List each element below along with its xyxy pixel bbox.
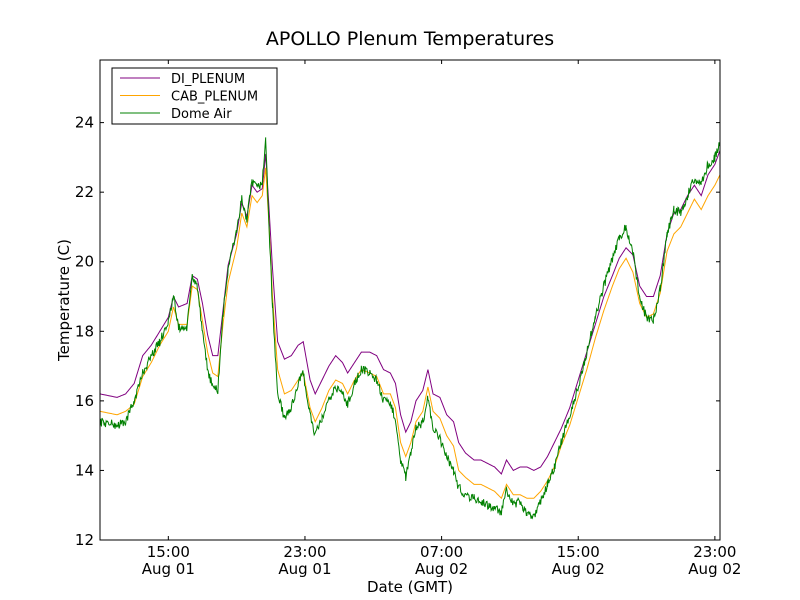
x-axis-label: Date (GMT) <box>367 578 453 596</box>
series-line-di-plenum <box>99 150 721 475</box>
y-tick-label: 24 <box>75 114 94 132</box>
y-ticks: 12 14 16 18 20 22 24 <box>75 114 720 549</box>
x-tick-label-time: 15:00 <box>147 543 190 561</box>
legend-label-cab-plenum: CAB_PLENUM <box>171 90 258 105</box>
x-tick-label-date: Aug 01 <box>278 560 331 578</box>
x-tick-label-time: 23:00 <box>693 543 736 561</box>
y-tick-label: 18 <box>75 322 94 340</box>
x-tick-label-date: Aug 02 <box>552 560 605 578</box>
legend-label-di-plenum: DI_PLENUM <box>171 72 245 87</box>
x-tick-label-time: 23:00 <box>283 543 326 561</box>
y-axis-label: Temperature (C) <box>55 239 73 362</box>
legend: DI_PLENUM CAB_PLENUM Dome Air <box>111 67 278 125</box>
legend-label-dome-air: Dome Air <box>171 107 232 122</box>
series-line-dome-air <box>99 137 721 520</box>
x-tick-label-date: Aug 02 <box>688 560 741 578</box>
x-tick-label-date: Aug 02 <box>415 560 468 578</box>
x-tick-label-time: 15:00 <box>557 543 600 561</box>
y-tick-label: 16 <box>75 392 94 410</box>
chart-title: APOLLO Plenum Temperatures <box>266 28 554 50</box>
y-tick-label: 20 <box>75 253 94 271</box>
series-layer <box>99 137 721 520</box>
y-tick-label: 12 <box>75 531 94 549</box>
y-tick-label: 14 <box>75 461 94 479</box>
x-tick-label-time: 07:00 <box>420 543 463 561</box>
x-tick-label-date: Aug 01 <box>142 560 195 578</box>
plot-frame <box>99 59 721 541</box>
series-line-cab-plenum <box>99 167 721 500</box>
y-tick-label: 22 <box>75 183 94 201</box>
